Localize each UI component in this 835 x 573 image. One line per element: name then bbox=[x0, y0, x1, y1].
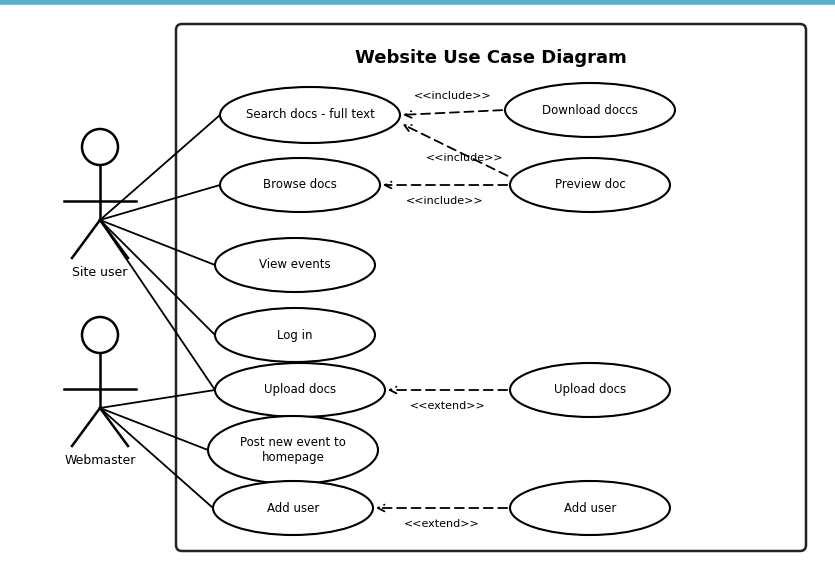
Text: <<extend>>: <<extend>> bbox=[403, 519, 479, 529]
Text: Log in: Log in bbox=[277, 328, 313, 342]
Ellipse shape bbox=[220, 87, 400, 143]
Text: Upload docs: Upload docs bbox=[264, 383, 336, 397]
Ellipse shape bbox=[213, 481, 373, 535]
Text: Browse docs: Browse docs bbox=[263, 179, 337, 191]
FancyBboxPatch shape bbox=[176, 24, 806, 551]
Text: Add user: Add user bbox=[564, 501, 616, 515]
Text: <<include>>: <<include>> bbox=[413, 91, 491, 101]
Ellipse shape bbox=[510, 481, 670, 535]
Text: Upload docs: Upload docs bbox=[554, 383, 626, 397]
Text: Download doccs: Download doccs bbox=[542, 104, 638, 116]
Ellipse shape bbox=[510, 363, 670, 417]
Text: Add user: Add user bbox=[267, 501, 319, 515]
Ellipse shape bbox=[208, 416, 378, 484]
Ellipse shape bbox=[505, 83, 675, 137]
Ellipse shape bbox=[220, 158, 380, 212]
Text: Website Use Case Diagram: Website Use Case Diagram bbox=[355, 49, 627, 67]
Text: Post new event to
homepage: Post new event to homepage bbox=[240, 436, 346, 464]
Text: Site user: Site user bbox=[73, 266, 128, 279]
Text: View events: View events bbox=[259, 258, 331, 272]
Ellipse shape bbox=[215, 363, 385, 417]
Ellipse shape bbox=[215, 238, 375, 292]
Text: Search docs - full text: Search docs - full text bbox=[245, 108, 374, 121]
Text: <<include>>: <<include>> bbox=[426, 153, 504, 163]
Text: <<include>>: <<include>> bbox=[406, 196, 483, 206]
Text: Preview doc: Preview doc bbox=[554, 179, 625, 191]
Ellipse shape bbox=[215, 308, 375, 362]
Text: Webmaster: Webmaster bbox=[64, 454, 135, 467]
Text: <<extend>>: <<extend>> bbox=[410, 401, 485, 411]
Ellipse shape bbox=[510, 158, 670, 212]
